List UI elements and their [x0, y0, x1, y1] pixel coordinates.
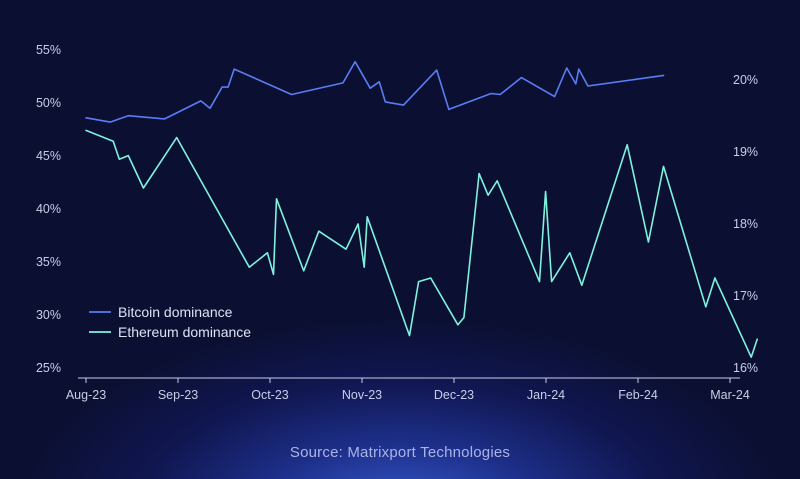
left-tick-label: 45% [36, 149, 61, 163]
btc-dominance-line [85, 60, 665, 123]
x-tick-group: Aug-23 Sep-23 Oct-23 Nov-23 Dec-23 Jan-24 Feb-… [66, 378, 750, 402]
left-tick-label: 55% [36, 43, 61, 57]
series-lines [85, 60, 759, 359]
right-tick-group: 16% 17% 18% 19% 20% [733, 73, 758, 375]
x-tick-label: Mar-24 [710, 388, 750, 402]
x-tick-label: Dec-23 [434, 388, 474, 402]
x-tick-label: Sep-23 [158, 388, 198, 402]
right-tick-label: 16% [733, 361, 758, 375]
left-tick-group: 25% 30% 35% 40% 45% 50% 55% [36, 43, 61, 375]
x-tick-label: Oct-23 [251, 388, 289, 402]
x-tick-label: Jan-24 [527, 388, 565, 402]
right-tick-label: 20% [733, 73, 758, 87]
right-tick-label: 17% [733, 289, 758, 303]
right-tick-label: 18% [733, 217, 758, 231]
x-tick-label: Feb-24 [618, 388, 658, 402]
left-tick-label: 40% [36, 202, 61, 216]
x-tick-label: Nov-23 [342, 388, 382, 402]
legend: Bitcoin dominance Ethereum dominance [89, 304, 251, 340]
source-note: Source: Matrixport Technologies [289, 444, 511, 461]
legend-label: Bitcoin dominance [118, 304, 233, 320]
left-tick-label: 35% [36, 255, 61, 269]
left-tick-label: 50% [36, 96, 61, 110]
right-tick-label: 19% [733, 145, 758, 159]
left-tick-label: 30% [36, 308, 61, 322]
x-tick-label: Aug-23 [66, 388, 106, 402]
left-tick-label: 25% [36, 361, 61, 375]
legend-label: Ethereum dominance [118, 324, 251, 340]
eth-dominance-line [85, 129, 759, 359]
